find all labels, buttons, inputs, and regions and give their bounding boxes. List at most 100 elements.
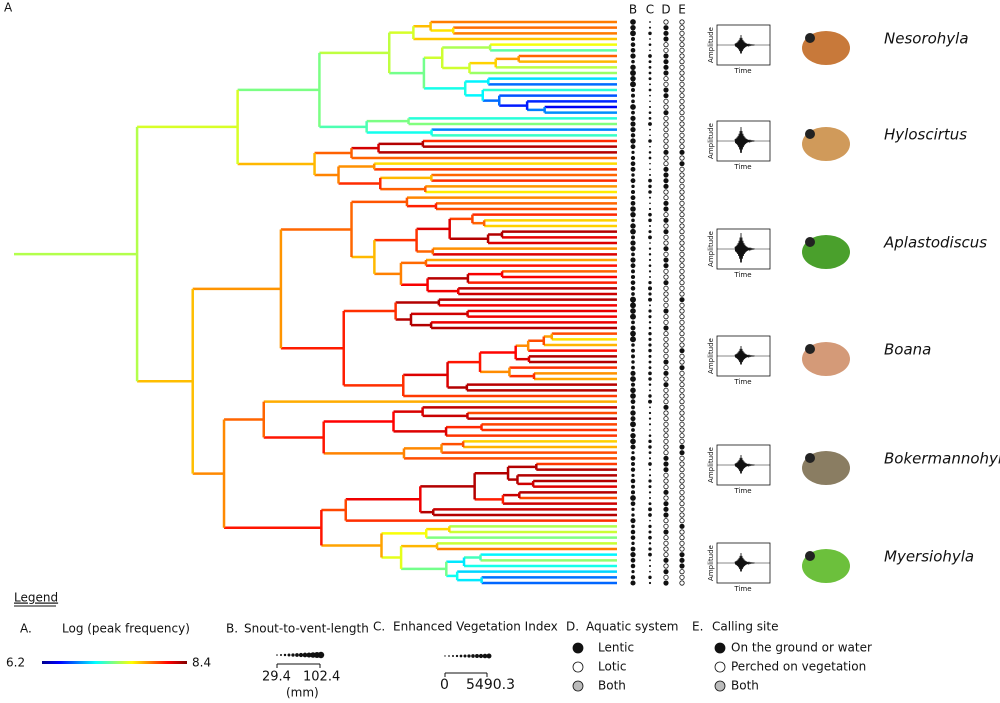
evi-dot <box>648 547 652 551</box>
aquatic-dot <box>663 433 669 439</box>
calling-dot <box>679 382 685 388</box>
calling-dot <box>679 87 685 93</box>
aquatic-dot <box>663 121 669 127</box>
evi-dot <box>648 297 652 302</box>
evi-dot <box>649 242 651 244</box>
aquatic-dot <box>663 127 669 133</box>
evi-dot <box>648 286 652 291</box>
aquatic-dot <box>663 47 669 53</box>
svl-dot <box>630 308 636 314</box>
svl-dot <box>630 382 636 387</box>
aquatic-dot <box>663 138 669 144</box>
calling-dot <box>679 223 685 229</box>
svl-dot <box>630 195 636 201</box>
calling-dot <box>679 183 685 189</box>
x-axis-label: Time <box>733 585 751 593</box>
svl-dot <box>631 484 635 489</box>
evi-dot <box>648 445 652 449</box>
aquatic-dot <box>663 348 669 354</box>
aquatic-dot <box>663 172 669 178</box>
svl-dot <box>630 42 636 47</box>
svl-dot <box>630 211 636 218</box>
calling-dot <box>679 251 685 257</box>
aquatic-dot <box>663 540 669 546</box>
calling-dot <box>679 149 685 155</box>
legend: Legend A. Log (peak frequency) 6.2 8.4 B… <box>6 591 872 700</box>
svl-dot <box>630 455 636 461</box>
calling-dot <box>679 172 685 178</box>
size-scale <box>276 651 325 659</box>
svl-dot <box>631 292 635 296</box>
svl-dot <box>630 53 636 59</box>
scale-dot <box>451 654 455 658</box>
calling-dot <box>679 501 685 507</box>
svl-dot <box>630 155 636 161</box>
y-axis-label: Amplitude <box>707 231 715 267</box>
evi-dot <box>648 326 652 330</box>
size-scale <box>444 653 492 659</box>
svl-dot <box>631 451 635 455</box>
aquatic-dot <box>663 444 669 450</box>
aquatic-dot <box>663 308 669 314</box>
aquatic-dot <box>663 206 669 212</box>
svl-dot <box>630 228 636 235</box>
scale-max: 102.4 <box>303 670 340 685</box>
evi-dot <box>648 331 652 336</box>
x-axis-label: Time <box>733 487 751 495</box>
evi-dot <box>648 411 652 415</box>
calling-dot <box>679 518 685 524</box>
y-axis-label: Amplitude <box>707 545 715 581</box>
x-axis-label: Time <box>733 271 751 279</box>
calling-dot <box>679 280 685 286</box>
aquatic-dot <box>663 427 669 433</box>
scale-dot <box>444 655 446 657</box>
legend-heading: Log (peak frequency) <box>62 622 190 636</box>
evi-dot <box>648 111 652 114</box>
aquatic-dot <box>663 189 669 195</box>
aquatic-dot <box>663 518 669 524</box>
aquatic-dot <box>663 450 669 456</box>
scale-dot <box>279 653 283 657</box>
evi-dot <box>648 451 652 455</box>
evi-dot <box>649 429 651 431</box>
evi-dot <box>649 134 651 137</box>
evi-dot <box>648 54 652 58</box>
aquatic-dot <box>663 64 669 70</box>
scale-min: 29.4 <box>262 670 291 685</box>
calling-dot <box>679 104 685 110</box>
aquatic-dot <box>663 393 669 399</box>
calling-dot <box>679 110 685 116</box>
svl-dot <box>630 495 636 501</box>
scale-dot <box>295 653 299 657</box>
svl-dot <box>631 218 635 223</box>
aquatic-dot <box>663 104 669 110</box>
aquatic-dot <box>663 212 669 218</box>
calling-dot <box>679 427 685 433</box>
evi-dot <box>648 552 652 557</box>
calling-dot <box>679 76 685 82</box>
evi-dot <box>648 434 652 437</box>
aquatic-dot <box>663 529 669 535</box>
aquatic-dot <box>663 285 669 291</box>
legend-heading: Snout-to-vent-length <box>244 622 369 636</box>
waveform <box>734 34 755 54</box>
evi-dot <box>648 530 652 534</box>
evi-dot <box>648 309 652 313</box>
calling-dot <box>679 274 685 280</box>
svl-dot <box>630 36 636 42</box>
calling-dot <box>679 370 685 376</box>
aquatic-dot <box>663 376 669 382</box>
aquatic-dot <box>663 421 669 427</box>
calling-dot <box>679 161 685 167</box>
key-label: Both <box>598 679 626 693</box>
evi-dot <box>648 439 652 444</box>
calling-dot <box>679 461 685 467</box>
scale-dot <box>471 654 475 658</box>
evi-dot <box>649 570 651 573</box>
calling-dot <box>679 121 685 127</box>
scale-dot <box>283 653 287 657</box>
calling-dot <box>679 450 685 456</box>
aquatic-dot <box>663 569 669 575</box>
frog-eye <box>805 33 815 43</box>
